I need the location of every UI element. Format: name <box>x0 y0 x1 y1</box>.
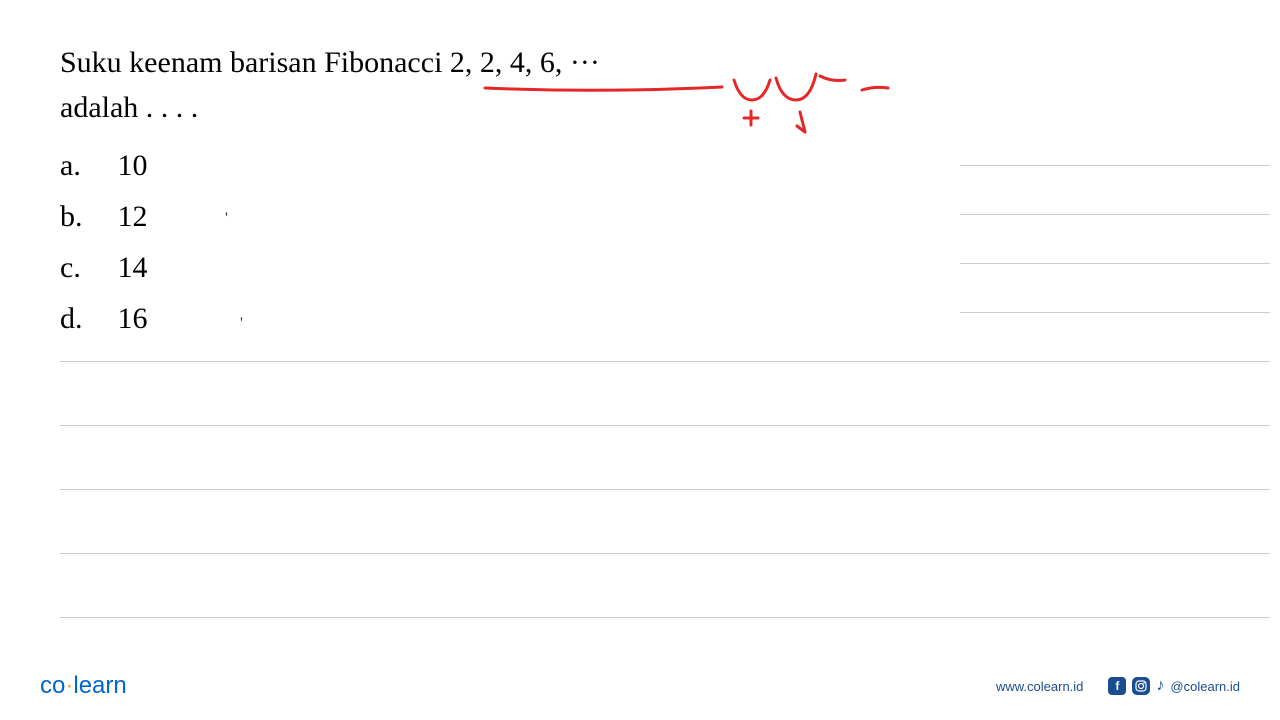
option-value: 16 <box>118 293 148 344</box>
option-d: d. 16 ' <box>60 293 1220 344</box>
tiktok-icon: ♪ <box>1156 677 1164 695</box>
footer-right: www.colearn.id f ♪ @colearn.id <box>996 677 1240 695</box>
ruled-line <box>960 312 1270 313</box>
footer: co·learn www.colearn.id f ♪ @colearn.id <box>0 672 1280 700</box>
logo-learn: learn <box>73 672 126 699</box>
instagram-icon <box>1132 677 1150 695</box>
ruled-line <box>960 214 1270 215</box>
option-letter: a. <box>60 140 100 191</box>
option-value: 12 <box>118 191 148 242</box>
logo-co: co <box>40 672 65 699</box>
brand-logo: co·learn <box>40 672 127 700</box>
social-handle: @colearn.id <box>1170 679 1240 694</box>
option-b: b. 12 ' <box>60 191 1220 242</box>
ruled-line <box>60 489 1270 490</box>
option-value: 14 <box>118 242 148 293</box>
ruled-line <box>60 361 1270 362</box>
website-url: www.colearn.id <box>996 679 1083 694</box>
options-list: a. 10 b. 12 ' c. 14 d. 16 ' <box>60 140 1220 344</box>
ruled-line <box>60 425 1270 426</box>
tick-mark: ' <box>225 205 228 232</box>
tick-mark: ' <box>240 310 243 337</box>
question-line-2: adalah . . . . <box>60 85 1220 130</box>
question-content: Suku keenam barisan Fibonacci 2, 2, 4, 6… <box>0 0 1280 344</box>
ruled-line <box>60 617 1270 618</box>
option-letter: b. <box>60 191 100 242</box>
social-links: f ♪ @colearn.id <box>1108 677 1240 695</box>
question-line-1: Suku keenam barisan Fibonacci 2, 2, 4, 6… <box>60 40 1220 85</box>
ruled-line <box>60 553 1270 554</box>
facebook-icon: f <box>1108 677 1126 695</box>
ruled-line <box>960 263 1270 264</box>
option-letter: d. <box>60 293 100 344</box>
option-letter: c. <box>60 242 100 293</box>
option-c: c. 14 <box>60 242 1220 293</box>
option-value: 10 <box>118 140 148 191</box>
ruled-line <box>960 165 1270 166</box>
